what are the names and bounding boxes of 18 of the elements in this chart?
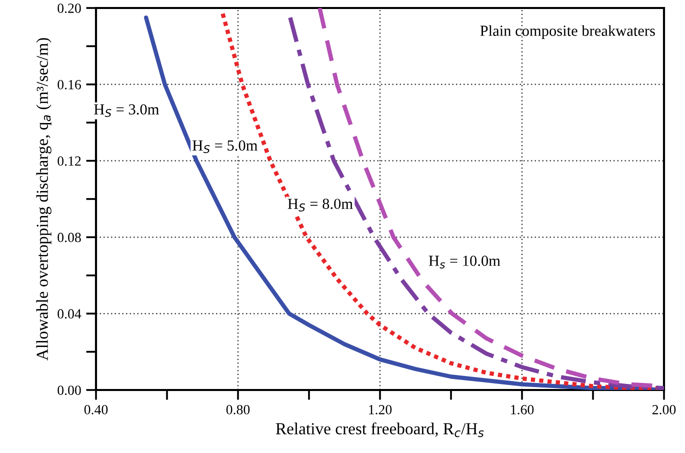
- x-axis-title: Relative crest freeboard, R$_{c}$/H$_{s}$: [276, 422, 484, 438]
- y-tick-label: 0.00: [58, 386, 81, 396]
- y-tick-label: 0.12: [58, 156, 81, 166]
- y-tick-label: 0.08: [58, 232, 81, 242]
- y-axis-title: Allowable overtopping discharge, q$_{a}$ (m³/sec/m): [36, 38, 52, 361]
- x-tick-label: 1.60: [511, 404, 534, 414]
- series-label: H$_{S}$ = 3.0m: [94, 104, 159, 118]
- x-tick-label: 2.00: [652, 404, 676, 414]
- y-tick-label: 0.04: [58, 309, 82, 319]
- x-tick-label: 0.80: [226, 404, 250, 414]
- series-label: H$_{S}$ = 5.0m: [192, 140, 258, 154]
- y-tick-label: 0.20: [58, 4, 81, 14]
- series-label: H$_{S}$ = 8.0m: [288, 198, 353, 212]
- series-label: H$_{s}$ = 10.0m: [428, 256, 500, 268]
- x-tick-label: 0.40: [84, 404, 108, 414]
- annotation: Plain composite breakwaters: [480, 25, 655, 40]
- x-tick-label: 1.20: [369, 404, 392, 414]
- y-tick-label: 0.16: [58, 80, 81, 90]
